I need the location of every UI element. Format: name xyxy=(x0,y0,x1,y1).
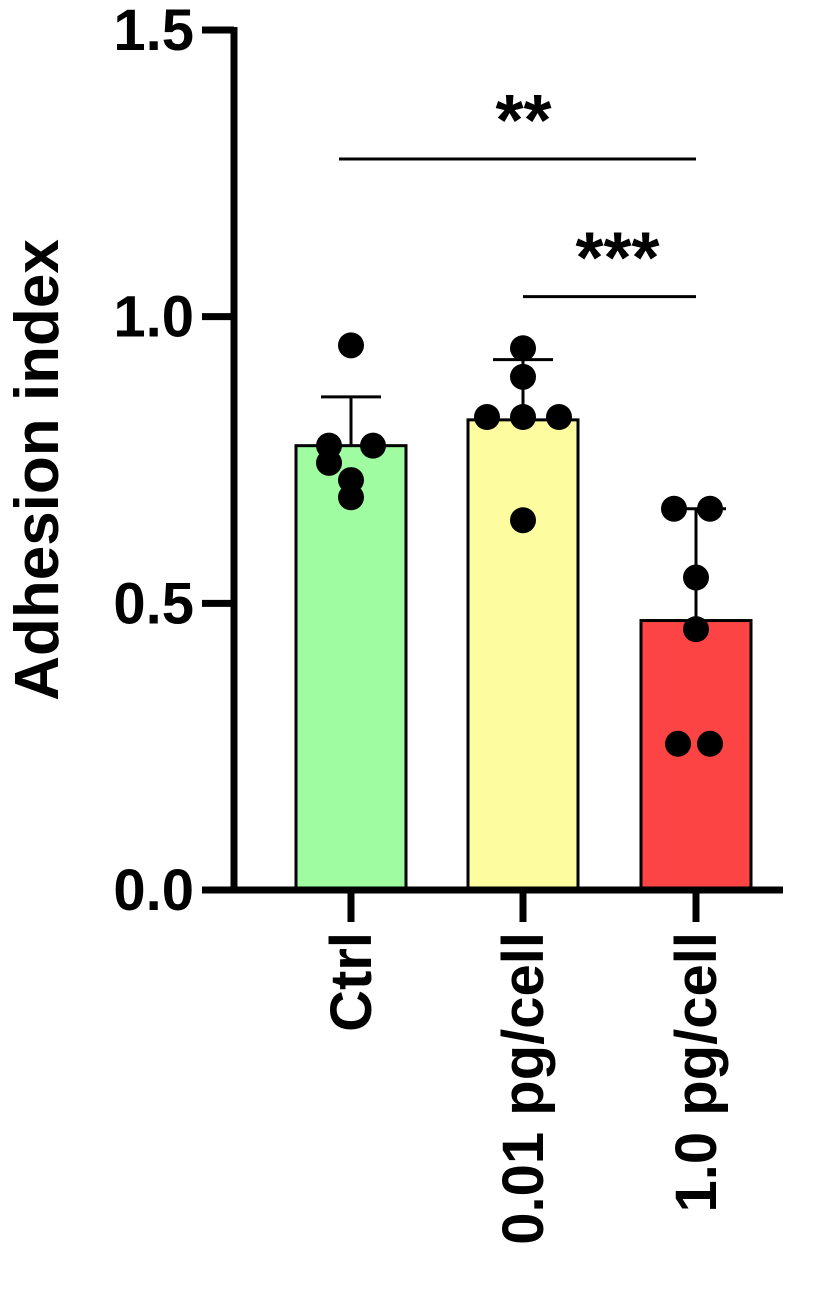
data-point xyxy=(338,484,364,511)
bar xyxy=(466,418,580,892)
data-point xyxy=(683,616,709,643)
data-point xyxy=(683,564,709,591)
y-tick-label: 1.5 xyxy=(113,0,194,63)
x-axis-ticks: Ctrl 0.01 pg/cell 1.0 pg/cell xyxy=(319,890,729,1245)
y-axis-ticks: 0.0 0.5 1.0 1.5 xyxy=(113,0,234,923)
data-point xyxy=(697,730,723,757)
significance-label: *** xyxy=(575,219,659,299)
data-point xyxy=(665,730,691,757)
data-point xyxy=(360,432,386,459)
x-tick-label: Ctrl xyxy=(319,932,384,1032)
data-point xyxy=(338,332,364,359)
data-points xyxy=(316,332,723,757)
data-point xyxy=(697,495,723,522)
y-tick-label: 0.5 xyxy=(113,571,194,636)
significance-brackets: ***** xyxy=(339,81,696,299)
data-point xyxy=(316,449,342,476)
data-point xyxy=(510,404,536,430)
x-tick-label: 1.0 pg/cell xyxy=(664,932,729,1212)
x-tick-label: 0.01 pg/cell xyxy=(491,932,556,1245)
y-tick-label: 0.0 xyxy=(113,858,194,923)
data-point xyxy=(474,404,500,430)
data-point xyxy=(510,335,536,362)
bar xyxy=(639,619,753,892)
data-point xyxy=(510,363,536,390)
data-point xyxy=(546,404,572,430)
data-point xyxy=(510,507,536,534)
y-axis-label: Adhesion index xyxy=(3,239,72,701)
data-point xyxy=(661,495,687,522)
bar xyxy=(294,444,408,892)
bars xyxy=(294,418,753,892)
significance-label: ** xyxy=(495,81,551,161)
y-tick-label: 1.0 xyxy=(113,285,194,350)
